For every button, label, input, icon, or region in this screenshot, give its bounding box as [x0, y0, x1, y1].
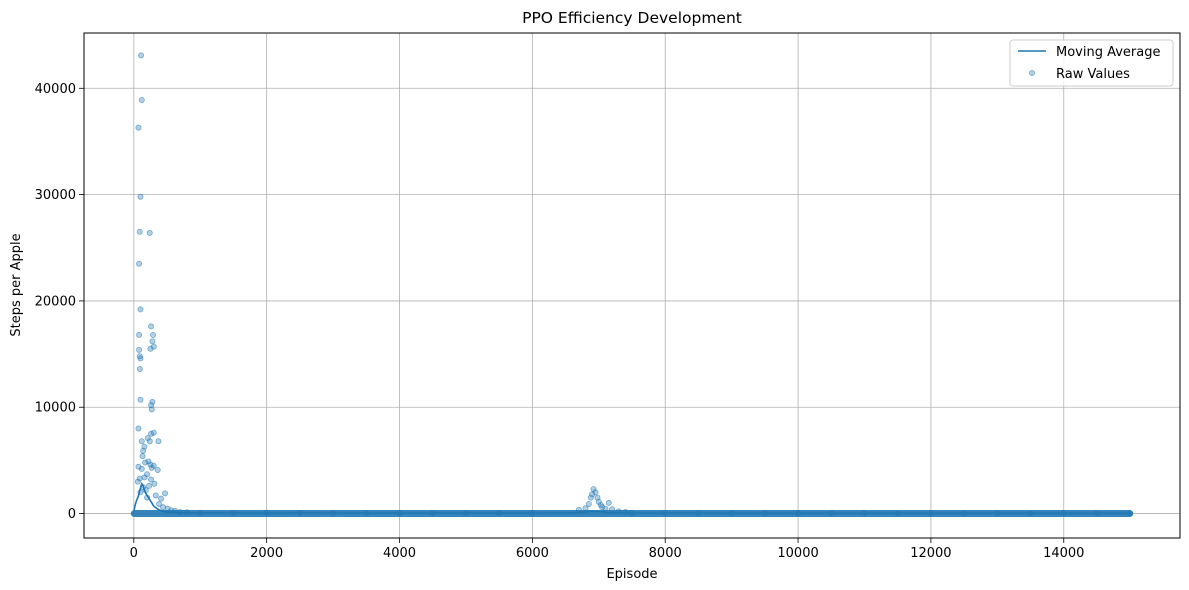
raw-value-point: [162, 490, 169, 497]
x-axis: 0 2000 4000 6000 8000 10000 12000 14000: [130, 538, 1084, 561]
raw-value-point: [144, 435, 151, 442]
x-tick-label: 12000: [910, 546, 951, 561]
raw-value-point: [150, 331, 157, 338]
raw-value-point: [602, 505, 609, 512]
raw-value-point: [136, 346, 143, 353]
raw-value-point: [582, 505, 589, 512]
raw-value-point: [135, 463, 142, 470]
x-tick-label: 14000: [1043, 546, 1084, 561]
raw-value-point: [142, 459, 149, 466]
y-axis: 0 10000 20000 30000 40000: [35, 82, 84, 522]
y-tick-label: 30000: [35, 188, 76, 203]
raw-value-point: [585, 500, 592, 507]
plot-frame: [83, 32, 1181, 539]
raw-value-point: [137, 355, 144, 362]
raw-value-point: [147, 345, 154, 352]
raw-value-point: [135, 425, 142, 432]
raw-value-point: [136, 260, 143, 267]
raw-value-point: [148, 464, 155, 471]
raw-value-point: [146, 438, 153, 445]
raw-value-point: [149, 338, 156, 345]
grid: [84, 33, 1180, 538]
y-tick-label: 10000: [35, 401, 76, 416]
raw-value-point: [595, 498, 602, 505]
raw-value-point: [148, 430, 155, 437]
raw-value-point: [140, 447, 147, 454]
moving-average-series: [133, 481, 1131, 515]
x-axis-label: Episode: [606, 567, 657, 582]
raw-value-point: [154, 466, 161, 473]
raw-value-point: [148, 476, 155, 483]
raw-value-point: [147, 461, 154, 468]
raw-value-point: [136, 475, 143, 482]
raw-value-point: [145, 458, 152, 465]
raw-value-point: [138, 96, 145, 103]
raw-value-point: [139, 453, 146, 460]
legend-label-raw-values: Raw Values: [1056, 67, 1130, 82]
x-tick-label: 8000: [649, 546, 682, 561]
raw-value-point: [138, 52, 145, 59]
legend-label-moving-average: Moving Average: [1056, 45, 1160, 60]
legend-box: [1009, 39, 1174, 87]
raw-value-point: [155, 438, 162, 445]
legend-point-swatch: [1029, 70, 1035, 76]
x-tick-label: 2000: [250, 546, 283, 561]
x-tick-label: 0: [130, 546, 138, 561]
raw-value-point: [149, 398, 156, 405]
raw-value-point: [135, 124, 142, 131]
raw-value-point: [156, 500, 163, 507]
x-tick-label: 6000: [516, 546, 549, 561]
raw-value-point: [148, 323, 155, 330]
raw-value-point: [136, 331, 143, 338]
y-tick-label: 0: [68, 507, 76, 522]
raw-value-point: [152, 492, 159, 499]
raw-value-point: [589, 491, 596, 498]
raw-value-point: [592, 489, 599, 496]
raw-value-point: [599, 504, 606, 511]
raw-value-point: [137, 396, 144, 403]
raw-value-point: [605, 499, 612, 506]
y-tick-label: 40000: [35, 82, 76, 97]
raw-value-point: [138, 438, 145, 445]
raw-value-point: [138, 465, 145, 472]
raw-values-series: [134, 52, 1134, 517]
raw-value-point: [137, 193, 144, 200]
raw-value-point: [609, 506, 616, 513]
x-tick-label: 10000: [777, 546, 818, 561]
y-tick-label: 20000: [35, 294, 76, 309]
raw-value-point: [150, 343, 157, 350]
raw-value-point: [164, 505, 171, 512]
legend: Moving Average Raw Values: [1009, 39, 1174, 87]
raw-value-point: [146, 229, 153, 236]
raw-value-point: [158, 495, 165, 502]
raw-value-point: [151, 480, 158, 487]
raw-value-point: [148, 406, 155, 413]
y-axis-label: Steps per Apple: [9, 233, 24, 336]
raw-value-point: [136, 365, 143, 372]
x-tick-label: 4000: [383, 546, 416, 561]
plot-area: [130, 52, 1134, 518]
raw-value-point: [590, 486, 597, 493]
raw-value-point: [587, 494, 594, 501]
raw-value-point: [134, 478, 141, 485]
moving-average-line: [133, 481, 1131, 515]
chart-title: PPO Efficiency Development: [522, 9, 742, 27]
raw-value-point: [146, 482, 153, 489]
raw-value-point: [136, 228, 143, 235]
raw-value-point: [137, 306, 144, 313]
raw-value-point: [148, 402, 155, 409]
